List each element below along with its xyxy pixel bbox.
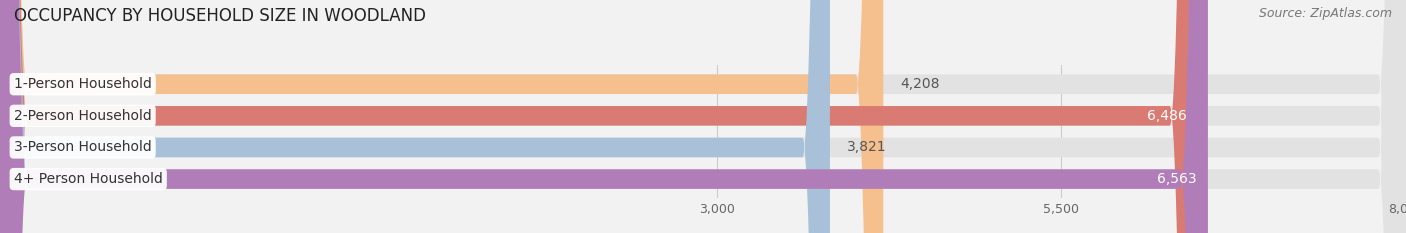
FancyBboxPatch shape (0, 0, 1208, 233)
Text: 3,821: 3,821 (846, 140, 886, 154)
Text: Source: ZipAtlas.com: Source: ZipAtlas.com (1258, 7, 1392, 20)
Text: 6,486: 6,486 (1146, 109, 1187, 123)
Text: 4+ Person Household: 4+ Person Household (14, 172, 163, 186)
FancyBboxPatch shape (0, 0, 1198, 233)
Text: OCCUPANCY BY HOUSEHOLD SIZE IN WOODLAND: OCCUPANCY BY HOUSEHOLD SIZE IN WOODLAND (14, 7, 426, 25)
Text: 6,563: 6,563 (1157, 172, 1197, 186)
FancyBboxPatch shape (0, 0, 830, 233)
Text: 2-Person Household: 2-Person Household (14, 109, 152, 123)
Text: 1-Person Household: 1-Person Household (14, 77, 152, 91)
Text: 3-Person Household: 3-Person Household (14, 140, 152, 154)
Text: 4,208: 4,208 (900, 77, 939, 91)
FancyBboxPatch shape (0, 0, 883, 233)
